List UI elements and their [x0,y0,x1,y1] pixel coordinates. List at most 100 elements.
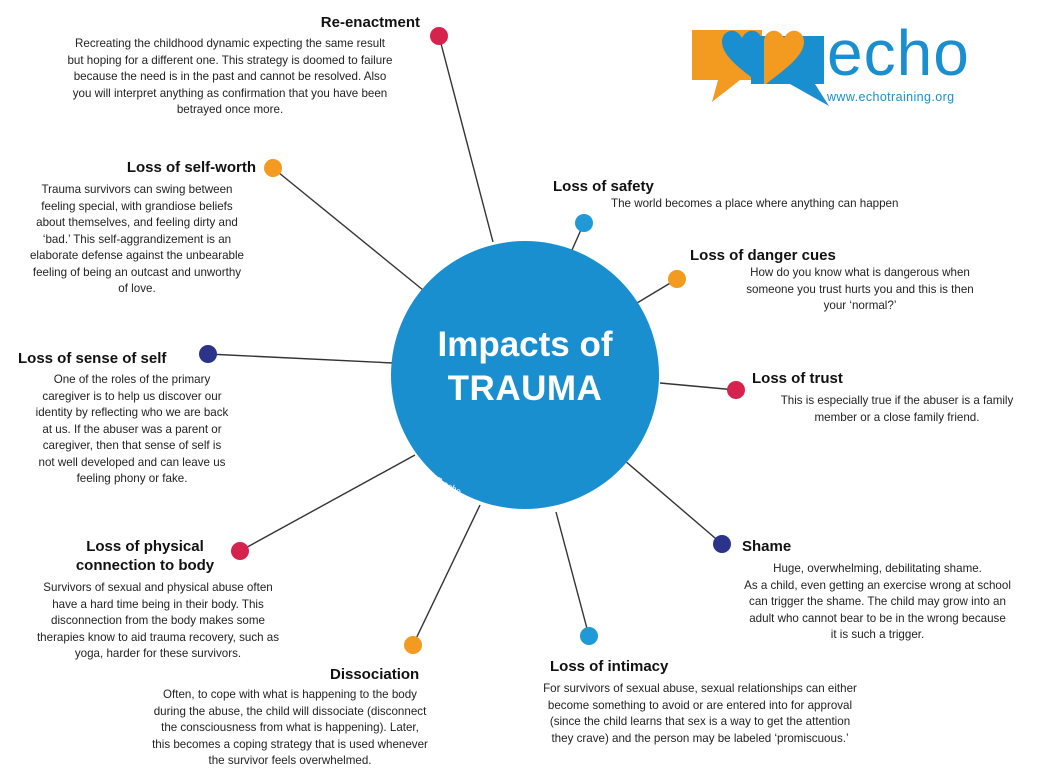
spoke-dissociation [412,504,481,646]
spoke-shame [623,459,723,545]
desc-line: but hoping for a different one. This str… [67,53,393,67]
desc-line: For survivors of sexual abuse, sexual re… [543,682,857,695]
desc-line: the survivor feels overwhelmed. [208,754,372,767]
desc-line: Huge, overwhelming, debilitating shame. [773,562,982,575]
desc-line: your ‘normal?’ [823,299,897,312]
title-line: connection to body [75,557,215,574]
desc-line: have a hard time being in their body. Th… [52,597,264,611]
node-physical: Loss of physical connection to body Surv… [10,537,310,663]
desc-line: elaborate defense against the unbearable [29,249,244,262]
node-trust: Loss of trust This is especially true if… [752,369,1042,426]
spoke-physical [239,454,416,552]
logo-url[interactable]: www.echotraining.org [827,90,955,104]
spoke-sense-of-self [207,353,394,364]
dot-sense-of-self [199,345,217,363]
node-description: The world becomes a place where anything… [553,196,953,213]
node-self-worth: Loss of self-worth Trauma survivors can … [12,158,262,298]
node-title: Loss of sense of self [18,350,167,367]
dot-intimacy [580,627,598,645]
spoke-trust [659,382,737,391]
desc-line: feeling special, with grandiose beliefs [41,199,233,213]
node-title: Re-enactment [320,14,420,31]
desc-line: they crave) and the person may be labele… [551,731,849,745]
desc-line: this becomes a coping strategy that is u… [152,737,428,751]
desc-line: member or a close family friend. [814,410,980,424]
node-description: For survivors of sexual abuse, sexual re… [510,681,890,747]
desc-line: not well developed and can leave us [38,455,226,469]
desc-line: at us. If the abuser was a parent or [42,422,222,436]
dot-safety [575,214,593,232]
desc-line: you will interpret anything as confirmat… [72,86,388,100]
node-intimacy: Loss of intimacy For survivors of sexual… [510,657,890,747]
desc-line: Recreating the childhood dynamic expecti… [75,37,385,50]
dot-shame [713,535,731,553]
node-reenactment: Re-enactment Recreating the childhood dy… [30,13,430,119]
desc-line: caregiver, then that sense of self is [42,439,222,452]
node-title: Loss of physical connection to body [10,537,280,575]
node-safety: Loss of safety The world becomes a place… [553,177,953,213]
desc-line: feeling of being an outcast and unworthy [32,265,242,279]
node-title: Dissociation [330,666,420,683]
desc-line: Survivors of sexual and physical abuse o… [43,581,273,594]
desc-line: This is especially true if the abuser is… [780,394,1014,407]
desc-line: become something to avoid or are entered… [547,698,853,712]
node-shame: Shame Huge, overwhelming, debilitating s… [715,537,1040,644]
dot-self-worth [264,159,282,177]
node-dissociation: Dissociation Often, to cope with what is… [120,665,460,770]
echo-logo: echo www.echotraining.org [690,18,1020,108]
desc-line: it is such a trigger. [830,628,925,641]
desc-line: Trauma survivors can swing between [41,183,233,196]
echo-logo-mark [692,30,829,106]
spoke-self-worth [272,167,424,291]
node-title: Loss of trust [752,370,843,387]
node-description: Huge, overwhelming, debilitating shame. … [715,561,1040,644]
dot-reenactment [430,27,448,45]
desc-line: Often, to cope with what is happening to… [163,688,417,701]
center-title-line1: Impacts of [437,325,613,364]
desc-line: (since the child learns that sex is a wa… [549,715,851,728]
center-circle [391,241,659,509]
desc-line: ‘bad.’ This self-aggrandizement is an [42,232,232,246]
center-title-line2: TRAUMA [447,369,603,408]
logo-wordmark: echo [827,17,970,89]
desc-line: As a child, even getting an exercise wro… [744,578,1011,592]
spoke-reenactment [438,35,494,243]
node-title: Loss of self-worth [126,159,256,176]
node-description: Often, to cope with what is happening to… [120,687,460,770]
node-sense-of-self: Loss of sense of self One of the roles o… [12,349,262,488]
node-title: Loss of danger cues [690,247,836,264]
desc-line: because the need is in the past and cann… [73,70,387,83]
spoke-intimacy [555,511,590,637]
node-description: One of the roles of the primary caregive… [12,372,252,488]
desc-line: disconnection from the body makes some [51,614,265,627]
desc-line: of love. [118,282,156,295]
spokes [207,35,737,646]
desc-line: the consciousness from what is happening… [161,721,419,734]
desc-line: about themselves, and feeling dirty and [36,216,238,229]
node-description: Trauma survivors can swing between feeli… [12,182,262,298]
node-danger-cues: Loss of danger cues How do you know what… [690,246,1020,315]
heart-right-half [764,30,804,84]
desc-line: someone you trust hurts you and this is … [746,282,974,296]
desc-line: caregiver is to help us discover our [42,389,222,403]
node-title: Loss of safety [553,178,654,195]
center-title: Impacts of TRAUMA [398,323,652,411]
node-description: This is especially true if the abuser is… [752,393,1042,426]
heart-shape [722,30,762,84]
node-description: Survivors of sexual and physical abuse o… [10,580,306,663]
desc-line: during the abuse, the child will dissoci… [153,704,427,718]
dot-danger-cues [668,270,686,288]
desc-line: The world becomes a place where anything… [611,197,899,210]
node-title: Loss of intimacy [550,658,669,675]
desc-line: therapies know to aid trauma recovery, s… [36,630,280,644]
desc-line: How do you know what is dangerous when [750,266,970,279]
dot-trust [727,381,745,399]
dot-dissociation [404,636,422,654]
title-line: Loss of physical [86,538,204,555]
desc-line: betrayed once more. [176,103,284,116]
desc-line: yoga, harder for these survivors. [74,647,242,660]
desc-line: identity by reflecting who we are back [35,406,229,419]
node-title: Shame [742,538,792,555]
node-description: Recreating the childhood dynamic expecti… [30,36,430,119]
